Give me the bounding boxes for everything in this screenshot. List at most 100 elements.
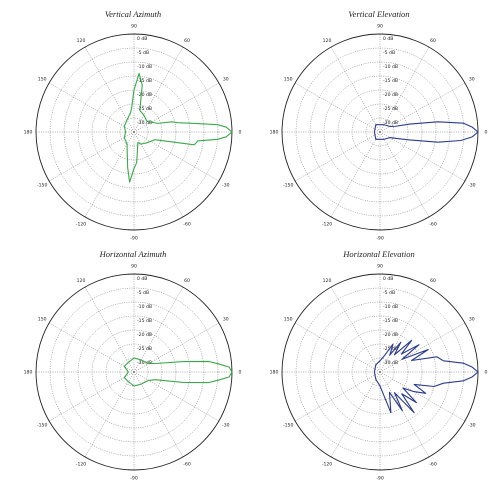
grid-spoke [379, 322, 465, 373]
angle-tick-label: -60 [183, 221, 191, 227]
angle-tick-label: 60 [184, 38, 190, 44]
radial-tick-label: -15 dB [383, 318, 398, 324]
radial-tick-label: -15 dB [137, 318, 152, 324]
radiation-pattern-line [123, 72, 233, 183]
radial-tick-label: -5 dB [137, 290, 149, 296]
radial-tick-label: -30 dB [137, 360, 152, 366]
radial-tick-label: -30 dB [383, 360, 398, 366]
angle-tick-label: 0 [485, 370, 488, 376]
panel-vertical-azimuth: Vertical Azimuth 90 60 30 0 -30 -60 -90 -120 -15… [8, 0, 258, 243]
grid-ring [295, 47, 465, 217]
radial-tick-label: -30 dB [137, 120, 152, 126]
radial-tick-label: -25 dB [137, 106, 152, 112]
angle-tick-label: -120 [76, 221, 87, 227]
grid-spoke [379, 82, 465, 133]
angle-tick-label: 150 [284, 77, 293, 83]
grid-spoke [379, 371, 465, 422]
radial-tick-label: -20 dB [137, 92, 152, 98]
panel-horizontal-elevation: Horizontal Elevation 90 60 30 0 -30 -60 -90 -12… [254, 240, 503, 483]
grid-spoke [379, 371, 430, 457]
angle-tick-label: 180 [24, 370, 33, 376]
grid-spoke [84, 287, 135, 373]
angle-tick-label: 180 [24, 130, 33, 136]
radial-tick-label: -10 dB [137, 64, 152, 70]
angle-tick-label: 60 [430, 38, 436, 44]
grid-ring [295, 287, 465, 457]
grid-spoke [295, 371, 381, 422]
grid-spoke [379, 287, 430, 373]
grid-spoke [295, 131, 381, 182]
grid-spoke [133, 287, 184, 373]
radial-tick-label: -25 dB [137, 346, 152, 352]
angle-tick-label: 0 [239, 130, 242, 136]
grid-spoke [84, 131, 135, 217]
polar-chart: 90 60 30 0 -30 -60 -90 -120 -150 180 150 120 0 dB -5 … [270, 264, 488, 482]
radial-tick-label: 0 dB [137, 36, 147, 42]
grid-spoke [84, 371, 135, 457]
chart-title: Vertical Azimuth [104, 9, 162, 19]
angle-tick-label: -150 [283, 423, 294, 429]
angle-tick-label: 180 [270, 130, 279, 136]
angle-tick-label: -90 [376, 476, 384, 482]
angle-tick-label: 0 [485, 130, 488, 136]
angle-tick-label: -120 [322, 461, 333, 467]
grid-spoke [330, 371, 381, 457]
angle-tick-label: 120 [77, 278, 86, 284]
grid-spoke [49, 82, 135, 133]
angle-tick-label: 30 [223, 317, 229, 323]
angle-tick-label: -60 [429, 221, 437, 227]
panel-horizontal-azimuth: Horizontal Azimuth 90 60 30 0 -30 -60 -90 -120 -… [8, 240, 258, 483]
radial-tick-label: -15 dB [137, 78, 152, 84]
radial-tick-label: 0 dB [137, 276, 147, 282]
grid-spoke [133, 47, 184, 133]
radial-tick-label: -10 dB [383, 64, 398, 70]
radial-tick-label: -15 dB [383, 78, 398, 84]
angle-tick-label: -90 [376, 236, 384, 242]
grid-spoke [133, 371, 219, 422]
polar-chart: 90 60 30 0 -30 -60 -90 -120 -150 180 150 120 0 dB -5 … [270, 24, 488, 242]
angle-tick-label: -60 [183, 461, 191, 467]
polar-chart: 90 60 30 0 -30 -60 -90 -120 -150 180 150 120 0 dB -5 … [24, 24, 242, 242]
angle-tick-label: 120 [323, 38, 332, 44]
angle-tick-label: -150 [37, 423, 48, 429]
angle-tick-label: -30 [222, 423, 230, 429]
grid-spoke [133, 371, 184, 457]
radial-tick-label: -25 dB [383, 346, 398, 352]
angle-tick-label: 0 [239, 370, 242, 376]
angle-tick-label: 60 [430, 278, 436, 284]
radial-tick-label: -5 dB [383, 290, 395, 296]
radial-tick-label: -10 dB [383, 304, 398, 310]
radial-tick-label: -25 dB [383, 106, 398, 112]
radiation-pattern-line [373, 121, 479, 143]
angle-tick-label: -30 [468, 423, 476, 429]
radial-tick-label: -10 dB [137, 304, 152, 310]
radial-tick-label: -20 dB [383, 92, 398, 98]
angle-tick-label: 60 [184, 278, 190, 284]
angle-tick-label: -120 [322, 221, 333, 227]
grid-spoke [84, 47, 135, 133]
angle-tick-label: 30 [469, 77, 475, 83]
angle-tick-label: 90 [377, 264, 383, 270]
angle-tick-label: 180 [270, 370, 279, 376]
angle-tick-label: 90 [131, 24, 137, 30]
radial-tick-label: -20 dB [137, 332, 152, 338]
angle-tick-label: -150 [283, 183, 294, 189]
angle-tick-label: -30 [468, 183, 476, 189]
radial-tick-label: -20 dB [383, 332, 398, 338]
grid-ring [49, 287, 219, 457]
angle-tick-label: -60 [429, 461, 437, 467]
angle-tick-label: -90 [130, 476, 138, 482]
chart-title: Vertical Elevation [348, 9, 410, 19]
grid-spoke [49, 371, 135, 422]
grid-spoke [295, 82, 381, 133]
angle-tick-label: 150 [284, 317, 293, 323]
angle-tick-label: 120 [323, 278, 332, 284]
angle-tick-label: 150 [38, 317, 47, 323]
grid-spoke [379, 131, 465, 182]
chart-title: Horizontal Azimuth [99, 249, 167, 259]
grid-spoke [295, 322, 381, 373]
radial-tick-label: 0 dB [383, 36, 393, 42]
grid-spoke [330, 47, 381, 133]
radiation-pattern-line [123, 357, 233, 387]
grid-spoke [133, 131, 219, 182]
